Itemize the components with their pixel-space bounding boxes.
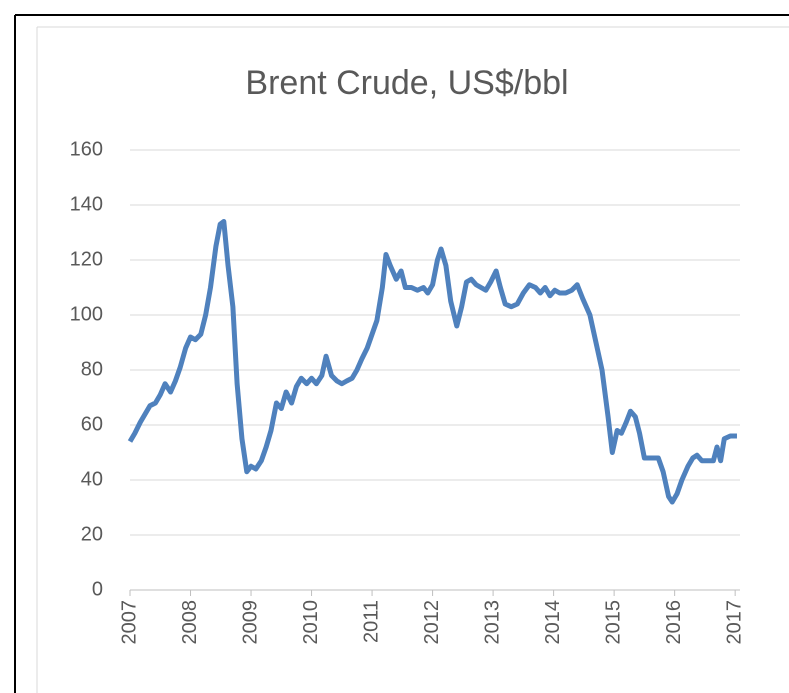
- y-tick-label: 120: [70, 248, 103, 270]
- y-tick-label: 20: [81, 523, 103, 545]
- y-tick-label: 100: [70, 303, 103, 325]
- x-tick-label: 2007: [118, 600, 140, 645]
- y-tick-label: 80: [81, 358, 103, 380]
- y-tick-label: 140: [70, 193, 103, 215]
- x-tick-label: 2015: [602, 600, 624, 645]
- x-tick-label: 2014: [542, 600, 564, 645]
- x-tick-label: 2011: [360, 600, 382, 643]
- chart-title: Brent Crude, US$/bbl: [245, 64, 568, 102]
- y-tick-label: 160: [70, 138, 103, 160]
- x-tick-label: 2017: [723, 600, 745, 645]
- y-tick-label: 40: [81, 468, 103, 490]
- x-tick-label: 2010: [300, 600, 322, 645]
- y-tick-label: 60: [81, 413, 103, 435]
- x-tick-label: 2012: [421, 600, 443, 645]
- x-tick-label: 2013: [481, 600, 503, 645]
- y-tick-label: 0: [92, 578, 103, 600]
- x-tick-label: 2016: [663, 600, 685, 645]
- x-tick-label: 2009: [239, 600, 261, 645]
- data-line: [127, 219, 737, 505]
- x-tick-label: 2008: [179, 600, 201, 645]
